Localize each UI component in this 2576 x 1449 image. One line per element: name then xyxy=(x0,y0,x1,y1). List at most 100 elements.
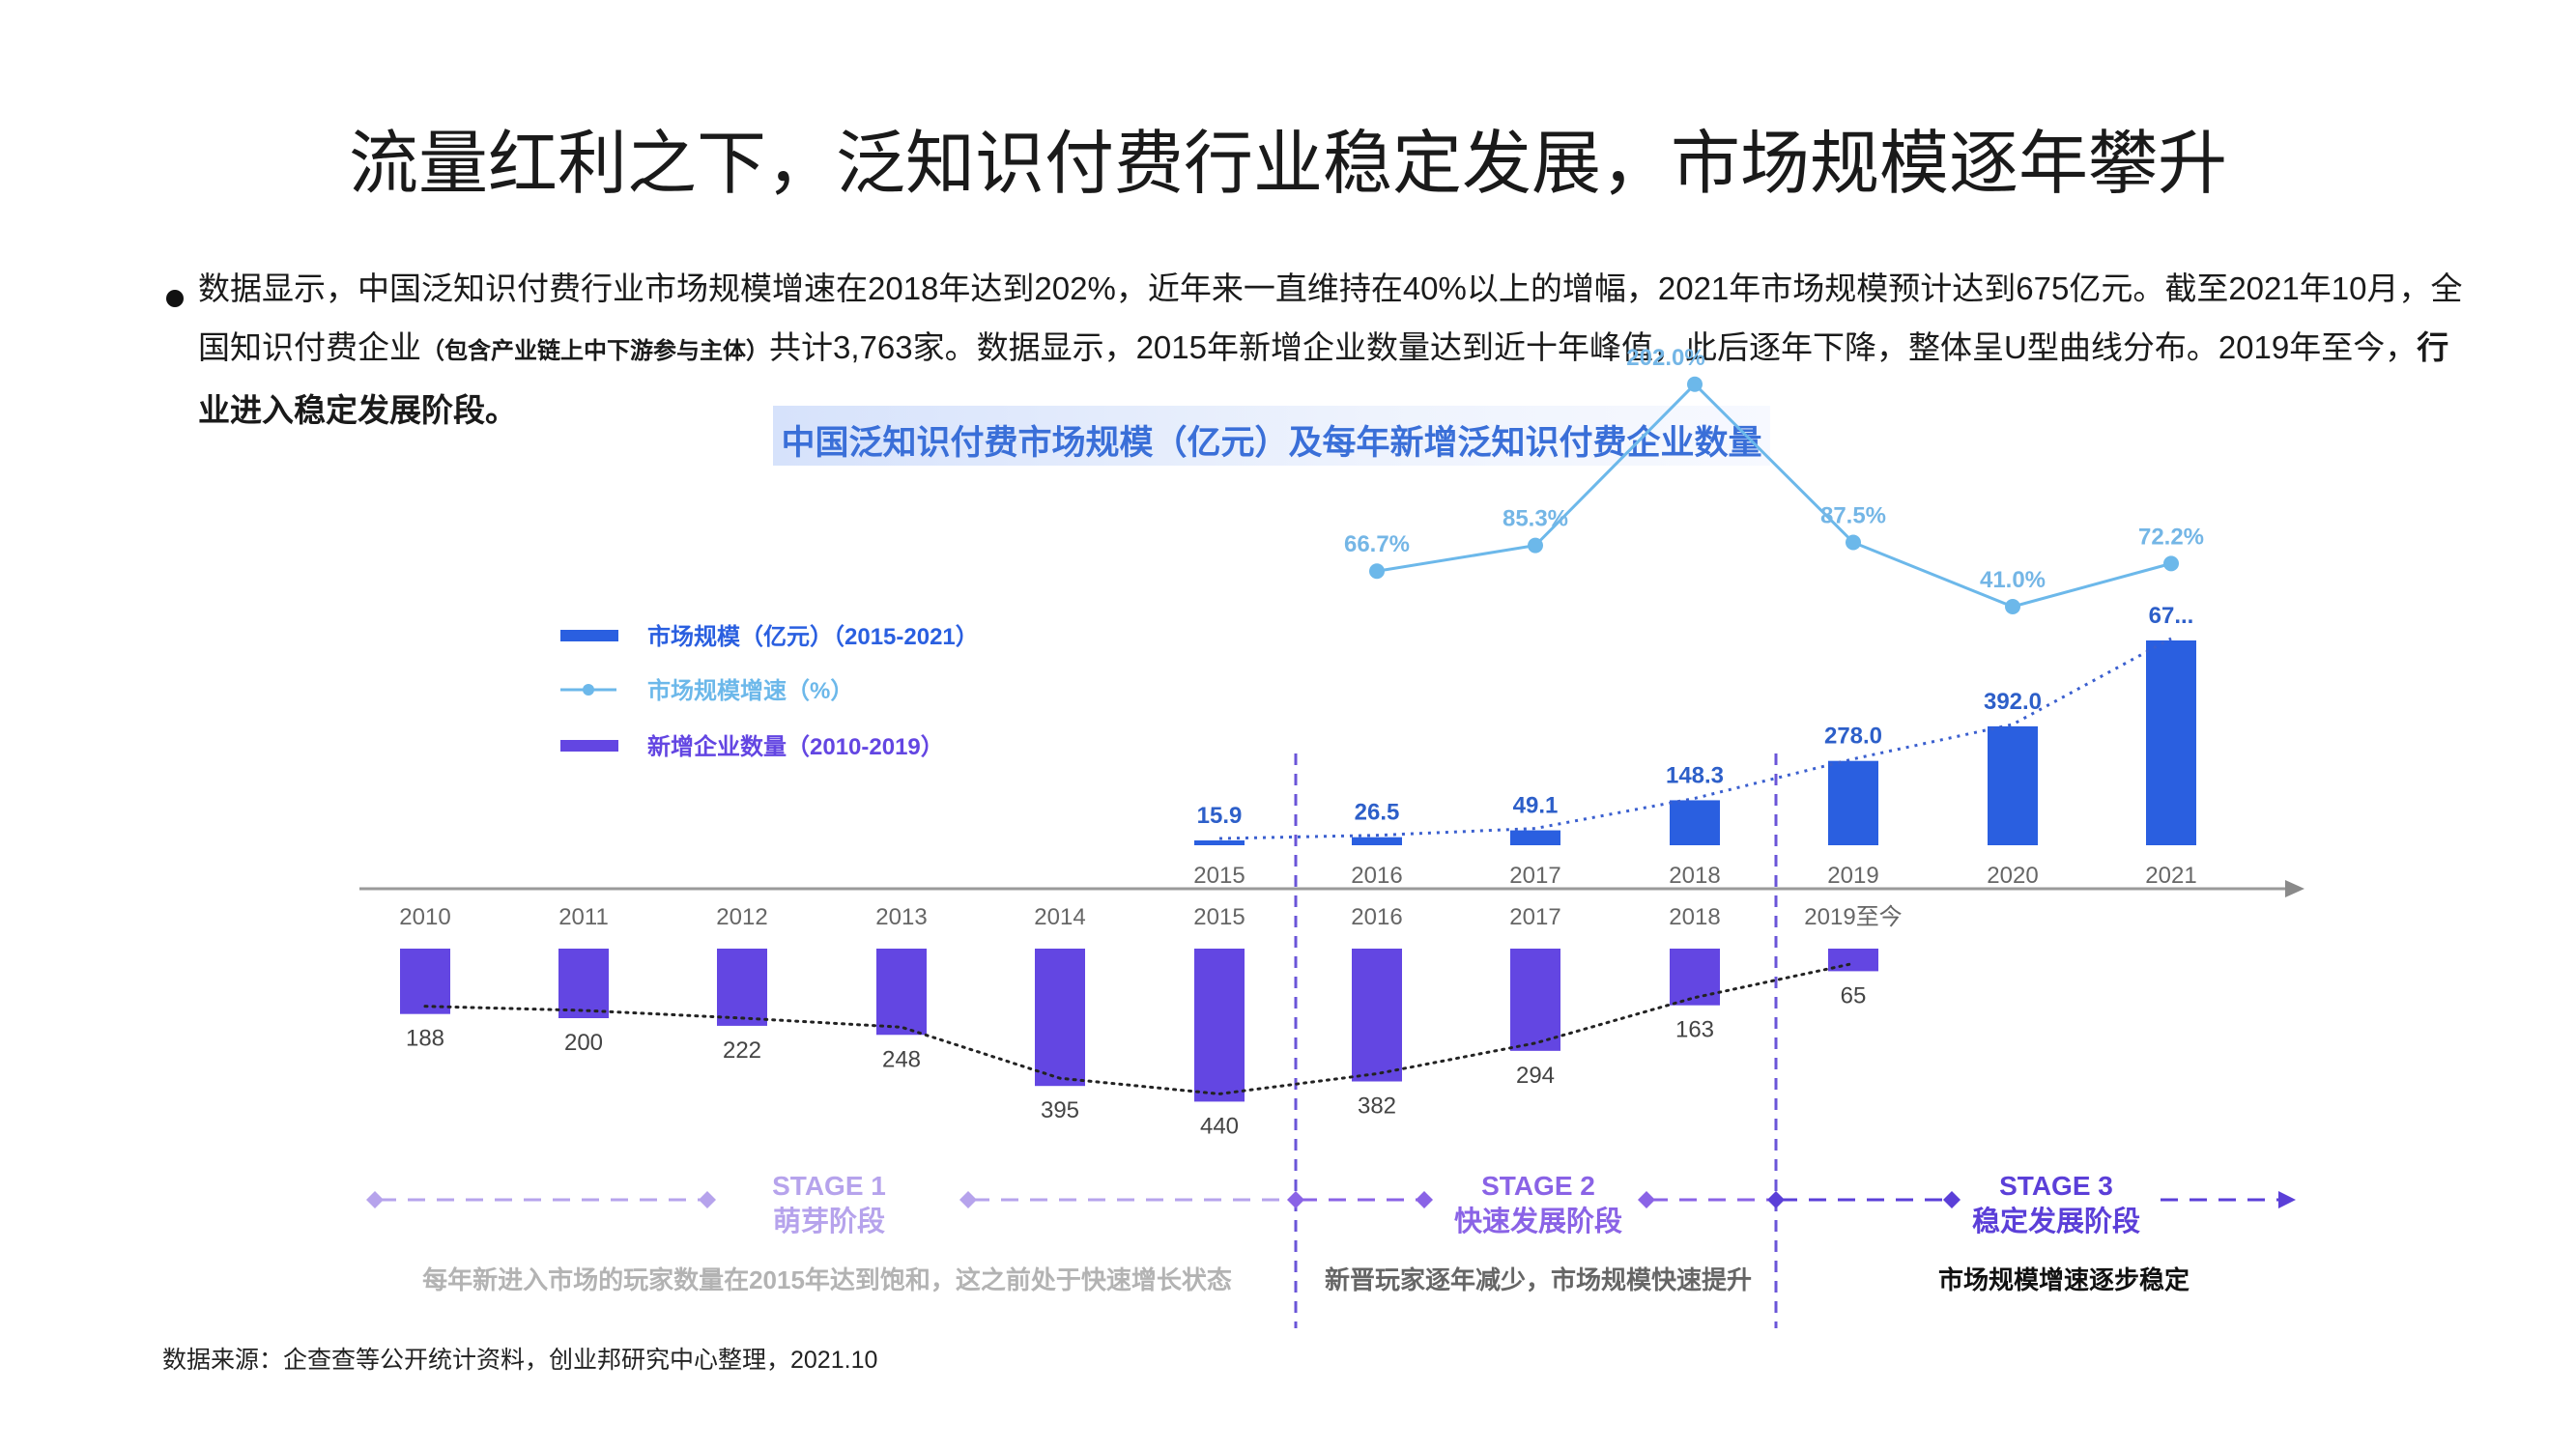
new-companies-label: 222 xyxy=(723,1037,761,1064)
new-companies-bar xyxy=(876,949,927,1036)
stage1-start-marker xyxy=(366,1191,384,1208)
stage2-right-start-marker xyxy=(1638,1191,1655,1208)
new-companies-year-tick: 2014 xyxy=(1034,904,1085,930)
new-companies-label: 248 xyxy=(882,1046,921,1072)
data-source-note: 数据来源：企查查等公开统计资料，创业邦研究中心整理，2021.10 xyxy=(162,1347,878,1374)
new-companies-bar xyxy=(717,949,767,1026)
legend-label: 新增企业数量（2010-2019） xyxy=(647,733,944,760)
market-size-trend-line xyxy=(1218,637,2172,840)
new-companies-year-tick: 2010 xyxy=(399,904,450,930)
chart-title-background xyxy=(773,406,1770,466)
stage2-description: 新晋玩家逐年减少，市场规模快速提升 xyxy=(1325,1265,1752,1294)
market-year-tick: 2021 xyxy=(2145,863,2196,889)
summary-note: （包含产业链上中下游参与主体） xyxy=(421,338,769,364)
summary-conclusion: 行业进入稳定发展阶段。 xyxy=(198,329,2449,428)
growth-rate-label: 41.0% xyxy=(1980,567,2046,593)
new-companies-bar xyxy=(1828,949,1878,972)
new-companies-year-tick: 2012 xyxy=(716,904,767,930)
growth-rate-point xyxy=(2005,599,2020,614)
new-companies-year-tick: 2015 xyxy=(1193,904,1245,930)
growth-rate-label: 72.2% xyxy=(2138,524,2204,550)
market-size-bar xyxy=(1194,840,1245,845)
stage1-subtitle: 萌芽阶段 xyxy=(773,1205,885,1237)
new-companies-label: 163 xyxy=(1675,1017,1714,1043)
stage3-name: STAGE 3 xyxy=(1999,1171,2113,1201)
new-companies-year-tick: 2017 xyxy=(1509,904,1560,930)
summary-text-1: 数据显示，中国泛知识付费行业市场规模增速在2018年达到202%，近年来一直维持… xyxy=(198,270,2463,365)
new-companies-bar xyxy=(1670,949,1720,1006)
market-size-label: 148.3 xyxy=(1666,762,1724,788)
legend-bar-swatch xyxy=(560,630,618,641)
stage2-subtitle: 快速发展阶段 xyxy=(1454,1205,1622,1237)
stage1-description: 每年新进入市场的玩家数量在2015年达到饱和，这之前处于快速增长状态 xyxy=(422,1265,1232,1294)
new-companies-year-tick: 2018 xyxy=(1669,904,1720,930)
stage2-left-end-marker xyxy=(1416,1191,1433,1208)
bullet-dot xyxy=(166,290,184,307)
summary-text-2: 共计3,763家。数据显示，2015年新增企业数量达到近十年峰值，此后逐年下降，… xyxy=(769,329,2418,365)
market-size-label: 392.0 xyxy=(1984,689,2042,715)
new-companies-label: 294 xyxy=(1516,1063,1555,1089)
stage1-left-end-marker xyxy=(699,1191,716,1208)
market-size-bar xyxy=(1510,830,1560,845)
new-companies-bar xyxy=(1035,949,1085,1087)
legend-label: 市场规模增速（%） xyxy=(647,677,853,704)
growth-rate-label: 85.3% xyxy=(1503,506,1568,532)
market-size-label: 49.1 xyxy=(1513,793,1559,819)
market-year-tick: 2015 xyxy=(1193,863,1245,889)
market-size-bar xyxy=(2146,640,2196,845)
growth-rate-point xyxy=(1687,376,1703,392)
new-companies-label: 65 xyxy=(1841,982,1867,1009)
summary-paragraph: 数据显示，中国泛知识付费行业市场规模增速在2018年达到202%，近年来一直维持… xyxy=(198,259,2478,440)
market-year-tick: 2017 xyxy=(1509,863,1560,889)
market-year-tick: 2016 xyxy=(1351,863,1402,889)
stage2-name: STAGE 2 xyxy=(1481,1171,1595,1201)
market-size-label: 15.9 xyxy=(1197,803,1243,829)
new-companies-year-tick: 2013 xyxy=(875,904,927,930)
stage3-subtitle: 稳定发展阶段 xyxy=(1972,1205,2140,1237)
market-size-label: 26.5 xyxy=(1355,800,1400,826)
market-size-label: 278.0 xyxy=(1824,724,1882,750)
new-companies-label: 440 xyxy=(1200,1113,1239,1139)
new-companies-bar xyxy=(400,949,450,1014)
growth-rate-line xyxy=(1376,382,2172,609)
new-companies-year-tick: 2019至今 xyxy=(1804,904,1902,930)
growth-rate-label: 202.0% xyxy=(1626,345,1704,371)
growth-rate-label: 66.7% xyxy=(1344,531,1410,557)
new-companies-bar xyxy=(1194,949,1245,1102)
new-companies-trend-line xyxy=(423,961,1855,1095)
market-size-label: 67... xyxy=(2149,603,2194,629)
legend-label: 市场规模（亿元）（2015-2021） xyxy=(647,623,979,650)
market-size-bar xyxy=(1670,800,1720,845)
growth-rate-point xyxy=(2163,555,2179,572)
new-companies-bar xyxy=(1352,949,1402,1082)
new-companies-year-tick: 2016 xyxy=(1351,904,1402,930)
stage2-start-marker xyxy=(1287,1191,1304,1208)
stage3-left-end-marker xyxy=(1943,1191,1961,1208)
new-companies-label: 382 xyxy=(1358,1094,1396,1120)
stage3-arrow-head xyxy=(2278,1191,2296,1208)
market-year-tick: 2018 xyxy=(1669,863,1720,889)
market-size-bar xyxy=(1828,760,1878,845)
stage1-right-start-marker xyxy=(959,1191,977,1208)
page-title: 流量红利之下，泛知识付费行业稳定发展，市场规模逐年攀升 xyxy=(348,126,2227,203)
new-companies-label: 188 xyxy=(406,1026,444,1052)
market-year-tick: 2020 xyxy=(1987,863,2038,889)
growth-rate-point xyxy=(1846,534,1861,551)
new-companies-bar xyxy=(558,949,609,1018)
growth-rate-point xyxy=(1528,537,1543,554)
stage3-description: 市场规模增速逐步稳定 xyxy=(1938,1265,2190,1294)
new-companies-label: 200 xyxy=(564,1030,603,1056)
market-year-tick: 2019 xyxy=(1827,863,1878,889)
new-companies-bar xyxy=(1510,949,1560,1051)
growth-rate-point xyxy=(1369,563,1385,580)
market-size-bar xyxy=(1988,725,2038,845)
x-axis-arrow xyxy=(2285,880,2304,897)
new-companies-label: 395 xyxy=(1041,1097,1079,1123)
market-size-bar xyxy=(1352,837,1402,845)
new-companies-year-tick: 2011 xyxy=(558,904,609,930)
growth-rate-label: 87.5% xyxy=(1820,503,1886,529)
chart-title: 中国泛知识付费市场规模（亿元）及每年新增泛知识付费企业数量 xyxy=(781,424,1762,462)
stage1-name: STAGE 1 xyxy=(772,1171,886,1201)
legend-bar-swatch xyxy=(560,740,618,752)
